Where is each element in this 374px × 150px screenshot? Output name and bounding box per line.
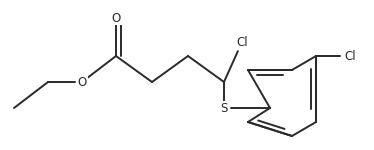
Text: O: O [111, 12, 121, 24]
Text: Cl: Cl [236, 36, 248, 48]
Text: Cl: Cl [344, 50, 356, 63]
Text: O: O [77, 75, 87, 88]
Text: S: S [220, 102, 228, 114]
